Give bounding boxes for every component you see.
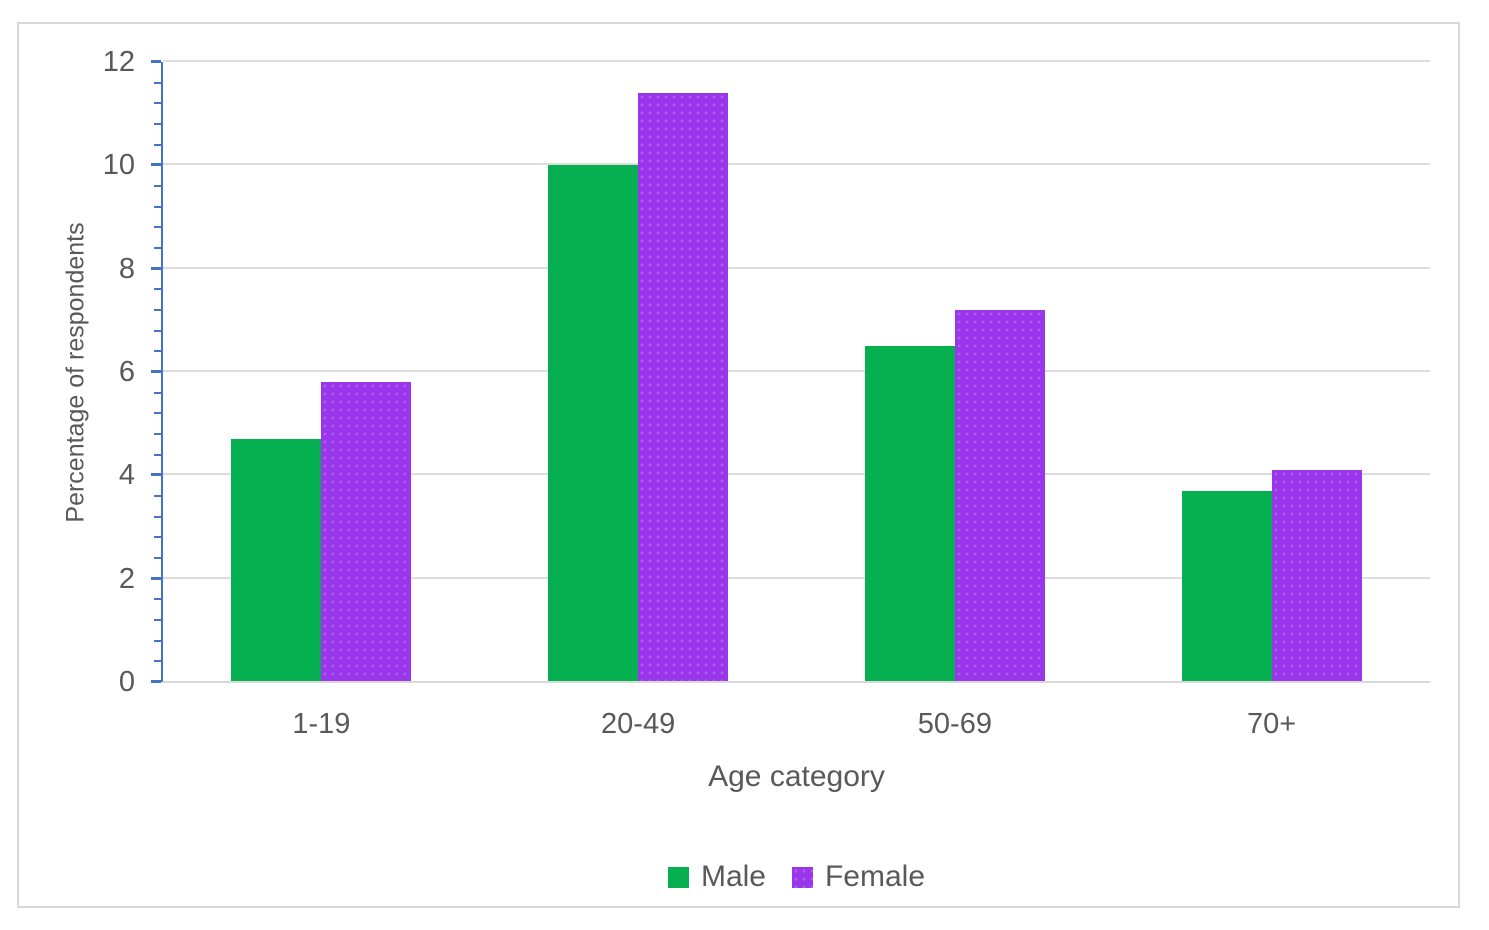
minor-tick-y-8.8	[154, 226, 161, 229]
bar-group-50-69	[797, 62, 1114, 682]
gridline-y-2	[163, 576, 1430, 579]
minor-tick-y-5.2	[154, 412, 161, 415]
minor-tick-y-6.4	[154, 350, 161, 353]
plot-area	[151, 60, 1430, 683]
minor-tick-y-0.4	[154, 660, 161, 663]
y-tick-label-6: 6	[118, 356, 135, 388]
minor-tick-y-9.2	[154, 205, 161, 208]
x-axis-title: Age category	[708, 760, 885, 793]
legend-swatch-female	[791, 866, 813, 888]
gridline-y-4	[163, 473, 1430, 476]
minor-tick-y-4.8	[154, 433, 161, 435]
minor-tick-y-11.2	[154, 102, 161, 105]
minor-tick-y-1.6	[154, 598, 161, 601]
minor-tick-y-7.2	[154, 309, 161, 311]
bar-male-1-19	[231, 439, 322, 682]
legend: Male Female	[163, 862, 1430, 892]
bar-female-20-49	[638, 93, 729, 682]
gridline-y-10	[163, 163, 1430, 166]
x-tick-label-1-19: 1-19	[292, 708, 351, 740]
major-tick-y-2	[151, 576, 161, 580]
legend-label-female: Female	[824, 860, 926, 893]
y-tick-label-10: 10	[102, 149, 135, 182]
y-axis-line	[161, 62, 163, 682]
bar-female-1-19	[321, 382, 412, 682]
gridline-y-8	[163, 266, 1430, 269]
legend-label-male: Male	[700, 860, 766, 893]
major-tick-y-4	[151, 473, 161, 477]
minor-tick-y-3.2	[154, 515, 161, 518]
bar-group-1-19	[163, 62, 480, 682]
bar-female-50-69	[954, 310, 1045, 682]
x-tick-label-70+: 70+	[1247, 708, 1297, 740]
x-axis-line	[163, 681, 1430, 683]
major-tick-y-10	[151, 163, 161, 167]
y-tick-label-8: 8	[118, 252, 135, 285]
y-tick-label-12: 12	[102, 46, 135, 78]
x-tick-label-50-69: 50-69	[917, 708, 992, 740]
minor-tick-y-11.6	[154, 81, 161, 84]
major-tick-y-0	[151, 680, 161, 683]
x-tick-label-20-49: 20-49	[601, 708, 676, 740]
major-tick-y-6	[151, 370, 161, 373]
minor-tick-y-5.6	[154, 391, 161, 394]
y-tick-label-0: 0	[118, 666, 135, 698]
bar-group-70+	[1113, 62, 1430, 682]
minor-tick-y-9.6	[154, 185, 161, 187]
minor-tick-y-4.4	[154, 453, 161, 456]
legend-item-male: Male	[667, 860, 766, 893]
minor-tick-y-2.8	[154, 536, 161, 539]
minor-tick-y-2.4	[154, 557, 161, 559]
minor-tick-y-0.8	[154, 639, 161, 642]
major-tick-y-8	[151, 266, 161, 270]
gridline-y-12	[163, 60, 1430, 62]
legend-swatch-male	[667, 866, 689, 888]
y-tick-label-4: 4	[118, 459, 135, 492]
bar-male-70+	[1181, 490, 1272, 682]
minor-tick-y-1.2	[154, 619, 161, 621]
y-tick-label-2: 2	[118, 562, 135, 595]
minor-tick-y-3.6	[154, 495, 161, 497]
major-tick-y-12	[151, 60, 161, 63]
minor-tick-y-10.8	[154, 123, 161, 125]
minor-tick-y-8.4	[154, 247, 161, 249]
bar-male-20-49	[548, 165, 639, 682]
bar-female-70+	[1271, 470, 1362, 682]
bar-male-50-69	[864, 346, 955, 682]
bar-group-20-49	[480, 62, 797, 682]
minor-tick-y-10.4	[154, 143, 161, 146]
minor-tick-y-6.8	[154, 329, 161, 332]
gridline-y-6	[163, 370, 1430, 372]
minor-tick-y-7.6	[154, 288, 161, 291]
legend-item-female: Female	[791, 860, 926, 893]
